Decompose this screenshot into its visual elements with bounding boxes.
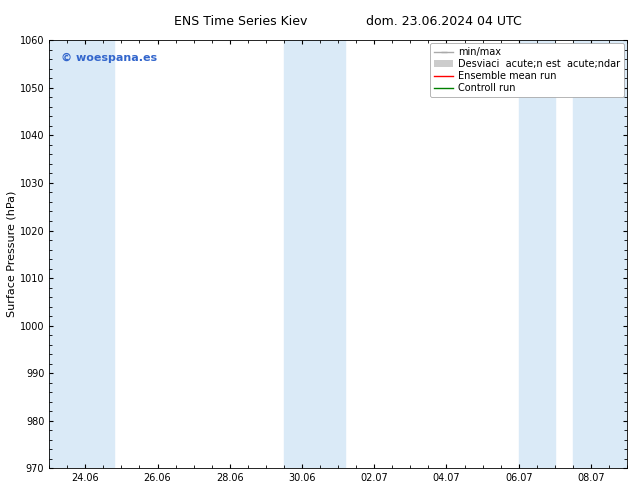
Bar — [573, 40, 627, 468]
Bar — [284, 40, 346, 468]
Text: dom. 23.06.2024 04 UTC: dom. 23.06.2024 04 UTC — [366, 15, 522, 28]
Legend: min/max, Desviaci  acute;n est  acute;ndar, Ensemble mean run, Controll run: min/max, Desviaci acute;n est acute;ndar… — [430, 43, 624, 97]
Text: ENS Time Series Kiev: ENS Time Series Kiev — [174, 15, 307, 28]
Bar — [49, 40, 114, 468]
Text: © woespana.es: © woespana.es — [61, 53, 157, 63]
Bar — [519, 40, 555, 468]
Y-axis label: Surface Pressure (hPa): Surface Pressure (hPa) — [7, 191, 17, 318]
